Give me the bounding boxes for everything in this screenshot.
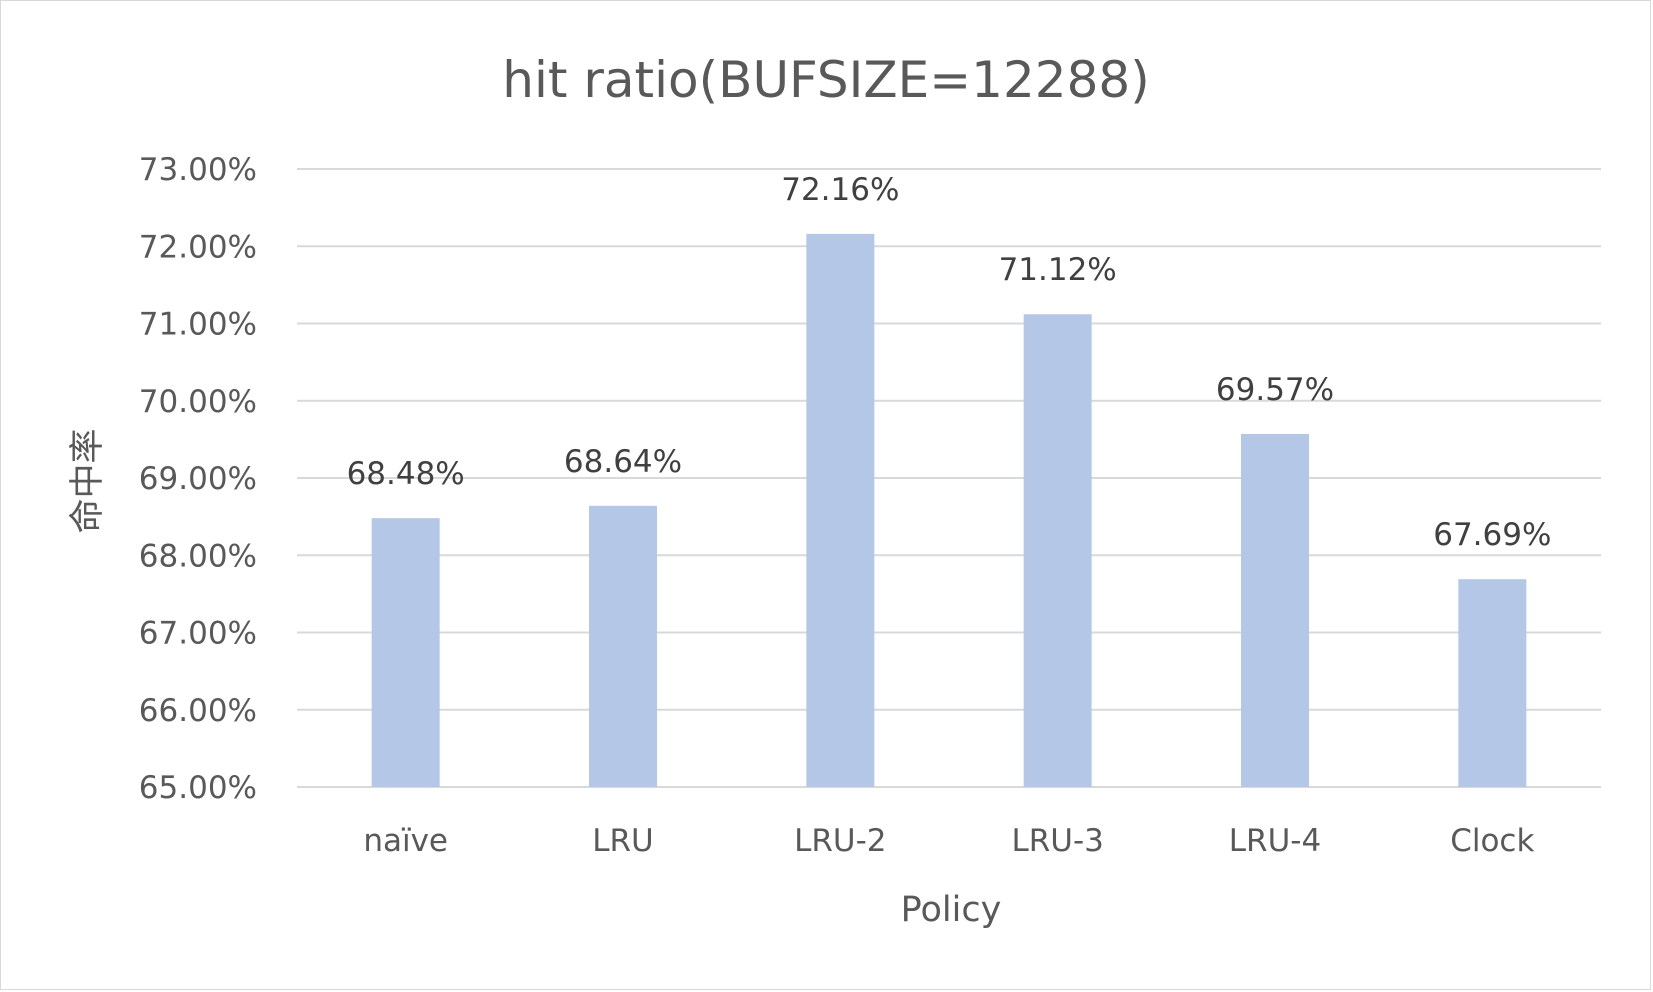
y-tick-label: 71.00% <box>139 307 257 343</box>
bar-5 <box>1458 579 1527 787</box>
y-tick-label: 73.00% <box>139 152 257 188</box>
x-axis-title: Policy <box>901 890 1002 930</box>
y-tick-label: 72.00% <box>139 229 257 265</box>
data-label: 72.16% <box>781 172 899 208</box>
y-tick-label: 69.00% <box>139 461 257 497</box>
x-category-label: Clock <box>1450 823 1534 859</box>
data-label: 69.57% <box>1216 372 1334 408</box>
y-tick-label: 67.00% <box>139 616 257 652</box>
x-category-label: LRU <box>592 823 654 859</box>
data-label: 67.69% <box>1433 517 1551 553</box>
data-label: 68.64% <box>564 444 682 480</box>
bar-2 <box>806 233 875 787</box>
bar-0 <box>371 518 440 787</box>
y-tick-label: 68.00% <box>139 538 257 574</box>
x-axis-category-labels: naïve LRU LRU-2 LRU-3 LRU-4 Clock <box>363 823 1534 859</box>
bar-1 <box>589 505 657 787</box>
data-labels: 68.48% 68.64% 72.16% 71.12% 69.57% 67.69% <box>347 172 1552 553</box>
bar-3 <box>1023 314 1092 787</box>
x-category-label: LRU-4 <box>1229 823 1321 859</box>
y-tick-label: 66.00% <box>139 693 257 729</box>
bars <box>371 233 1527 787</box>
chart-title: hit ratio(BUFSIZE=12288) <box>502 51 1149 109</box>
y-axis-title: 命中率 <box>68 428 108 533</box>
x-category-label: LRU-3 <box>1011 823 1103 859</box>
bar-4 <box>1241 433 1309 787</box>
y-axis-tick-labels: 65.00% 66.00% 67.00% 68.00% 69.00% 70.00% 71.0… <box>139 152 257 806</box>
x-category-label: naïve <box>363 823 448 859</box>
x-category-label: LRU-2 <box>794 823 886 859</box>
data-label: 68.48% <box>347 456 465 492</box>
y-tick-label: 65.00% <box>139 770 257 806</box>
data-label: 71.12% <box>999 252 1117 288</box>
gridlines <box>297 168 1601 788</box>
y-tick-label: 70.00% <box>139 384 257 420</box>
